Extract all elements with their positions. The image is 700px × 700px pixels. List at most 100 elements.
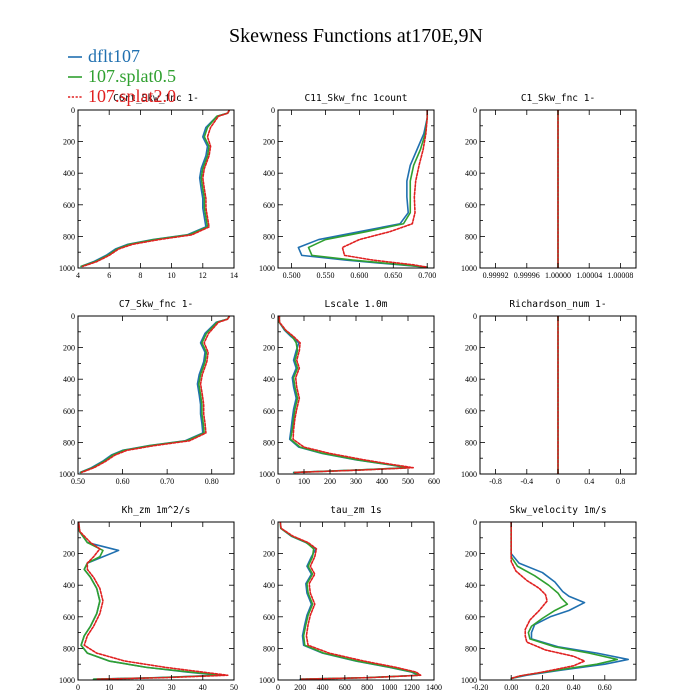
panel-3: C1_Skw_fnc 1- 0 200 400 600 800 1000 0.99992 0.9…	[461, 93, 637, 280]
panel-title: Richardson_num 1-	[509, 299, 606, 310]
legend-label: 107.splat0.5	[88, 66, 176, 86]
panel-6: Richardson_num 1- 0 200 400 600 800 1000 -0.8 -0…	[461, 299, 637, 486]
x-tick-label: 300	[350, 477, 362, 486]
y-tick-label: 600	[263, 613, 275, 622]
y-tick-label: 800	[263, 438, 275, 447]
y-tick-label: 400	[263, 581, 275, 590]
x-tick-label: 1.00004	[576, 271, 602, 280]
x-tick-label: 30	[168, 683, 176, 692]
y-tick-label: 800	[63, 644, 75, 653]
axis-frame	[277, 315, 435, 475]
y-tick-label: 800	[465, 438, 477, 447]
panel-title: Skw_velocity 1m/s	[509, 505, 606, 516]
y-tick-label: 1000	[461, 470, 477, 479]
x-tick-label: 12	[199, 271, 207, 280]
y-tick-label: 400	[63, 375, 75, 384]
series-group	[510, 522, 629, 680]
y-tick-label: 0	[473, 312, 477, 321]
x-tick-label: 600	[339, 683, 351, 692]
x-tick-label: 0.600	[350, 271, 368, 280]
legend-label: 107.splat2.0	[88, 86, 176, 106]
x-tick-label: 0	[76, 683, 80, 692]
series-line-splat05	[78, 522, 223, 680]
y-tick-label: 600	[63, 407, 75, 416]
series-line-splat20	[80, 316, 231, 474]
y-tick-label: 200	[263, 550, 275, 559]
legend-item: dflt107	[68, 46, 140, 66]
x-tick-label: 0.550	[316, 271, 334, 280]
y-tick-label: 600	[263, 201, 275, 210]
y-tick-label: 400	[63, 581, 75, 590]
series-line-dflt107	[80, 110, 231, 268]
x-tick-label: 500	[402, 477, 414, 486]
x-tick-label: 40	[199, 683, 207, 692]
x-tick-label: 0.60	[116, 477, 130, 486]
x-tick-label: -0.8	[489, 477, 502, 486]
y-tick-label: 1000	[259, 676, 275, 685]
x-tick-label: -0.4	[520, 477, 533, 486]
panel-2: C11_Skw_fnc 1count 0 200 400 600 800 1000 0.500…	[259, 93, 436, 280]
y-tick-label: 400	[465, 375, 477, 384]
x-tick-label: 50	[230, 683, 238, 692]
series-line-splat05	[278, 316, 411, 474]
axis-frame	[77, 109, 235, 269]
x-tick-label: 0.700	[418, 271, 436, 280]
panel-title: Lscale 1.0m	[325, 299, 388, 310]
x-tick-label: 0.80	[205, 477, 219, 486]
x-tick-label: 200	[294, 683, 306, 692]
x-tick-label: 8	[138, 271, 142, 280]
y-tick-label: 600	[465, 613, 477, 622]
series-line-dflt107	[79, 316, 231, 474]
y-tick-label: 400	[263, 375, 275, 384]
panel-title: C1_Skw_fnc 1-	[521, 93, 595, 104]
series-group	[78, 522, 229, 680]
y-tick-label: 400	[465, 581, 477, 590]
y-tick-label: 1000	[461, 264, 477, 273]
y-tick-label: 0	[271, 312, 275, 321]
y-tick-label: 200	[63, 344, 75, 353]
x-tick-label: 400	[317, 683, 329, 692]
x-tick-label: 1000	[381, 683, 397, 692]
x-tick-label: 0	[556, 477, 560, 486]
x-tick-label: 10	[168, 271, 176, 280]
x-tick-label: 0.99992	[483, 271, 509, 280]
y-tick-label: 1000	[259, 264, 275, 273]
x-tick-label: 1400	[426, 683, 442, 692]
y-tick-label: 0	[473, 106, 477, 115]
y-tick-label: 400	[263, 169, 275, 178]
series-line-splat20	[78, 522, 229, 680]
y-tick-label: 1000	[59, 676, 75, 685]
y-tick-label: 200	[465, 550, 477, 559]
y-tick-label: 1000	[59, 470, 75, 479]
panel-title: tau_zm 1s	[330, 505, 381, 516]
y-tick-label: 600	[263, 407, 275, 416]
x-tick-label: 0	[276, 683, 280, 692]
series-line-splat20	[341, 110, 429, 268]
y-tick-label: 800	[465, 644, 477, 653]
x-tick-label: 0	[276, 477, 280, 486]
y-tick-label: 800	[63, 232, 75, 241]
y-tick-label: 200	[465, 138, 477, 147]
y-tick-label: 0	[71, 106, 75, 115]
series-line-dflt107	[279, 522, 420, 680]
y-tick-label: 0	[271, 518, 275, 527]
series-line-splat05	[307, 110, 429, 268]
y-tick-label: 800	[465, 232, 477, 241]
y-tick-label: 800	[263, 232, 275, 241]
x-tick-label: 400	[376, 477, 388, 486]
series-group	[79, 316, 231, 474]
x-tick-label: 1.00000	[545, 271, 571, 280]
series-line-splat20	[81, 110, 231, 268]
x-tick-label: 200	[324, 477, 336, 486]
x-tick-label: 0.50	[71, 477, 85, 486]
y-tick-label: 600	[465, 407, 477, 416]
x-tick-label: 0.99996	[514, 271, 540, 280]
panel-title: C11_Skw_fnc 1count	[305, 93, 408, 104]
series-group	[297, 110, 429, 268]
panel-9: Skw_velocity 1m/s 0 200 400 600 800 1000-0.20 0…	[461, 505, 637, 692]
y-tick-label: 200	[263, 344, 275, 353]
y-tick-label: 1000	[461, 676, 477, 685]
